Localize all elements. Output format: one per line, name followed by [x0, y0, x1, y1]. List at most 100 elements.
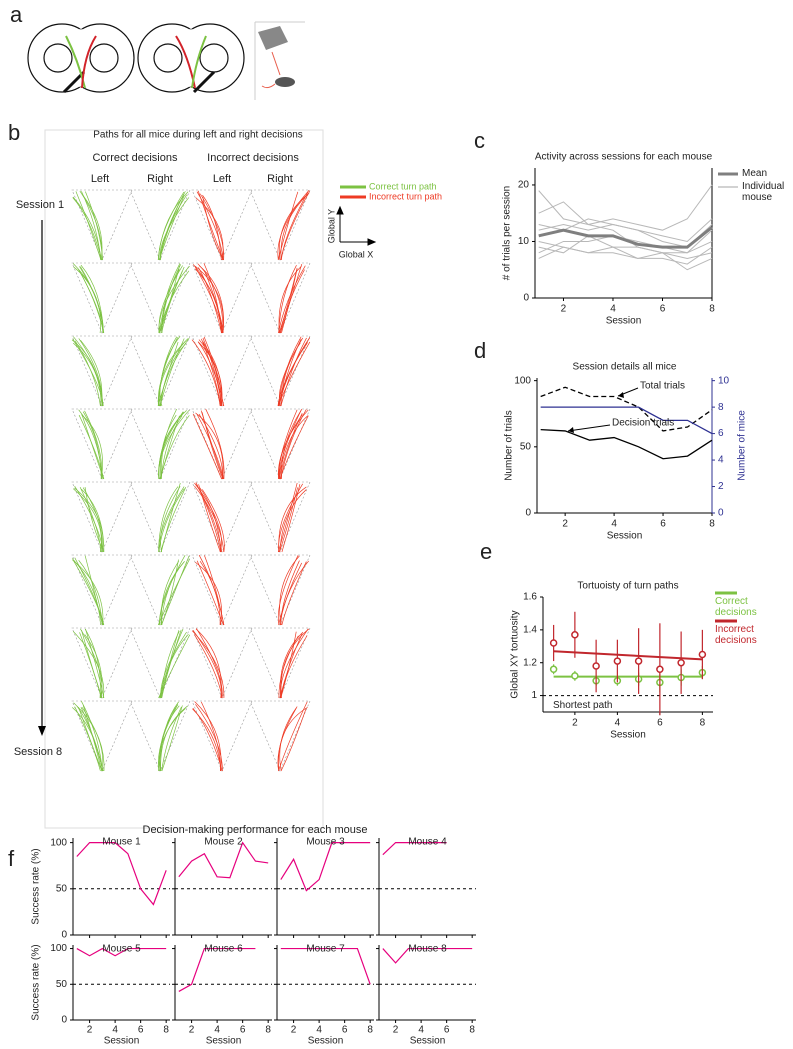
- arena-outline: [249, 262, 311, 334]
- y2-tick-label: 2: [718, 481, 724, 492]
- session-label: Session 1: [16, 199, 64, 211]
- arena-outline: [191, 627, 253, 699]
- y-axis-label: Number of trials: [504, 410, 515, 481]
- point: [549, 639, 558, 647]
- y2-axis-label: Number of mice: [737, 410, 748, 481]
- series-line: [382, 947, 473, 964]
- arena-outline: [191, 481, 253, 553]
- point: [613, 657, 622, 665]
- trajectory: [157, 558, 191, 626]
- y-tick-label: 100: [50, 837, 67, 848]
- annotation-arrow: [567, 424, 611, 432]
- trajectory: [278, 337, 310, 407]
- y-tick-label: 0: [61, 930, 67, 941]
- y-tick-label: 50: [56, 883, 68, 894]
- trajectory: [278, 560, 309, 626]
- x-axis-label: Session: [308, 1036, 344, 1047]
- panel-label: a: [10, 2, 23, 27]
- trajectory: [278, 706, 308, 772]
- side-label: Left: [213, 173, 231, 185]
- x-tick-label: 8: [163, 1025, 169, 1036]
- y-tick-label: 20: [518, 180, 530, 191]
- trajectory: [195, 704, 223, 772]
- arena-outline: [249, 481, 311, 553]
- reference-label: Shortest path: [553, 700, 612, 711]
- camera-mouse-icon: [254, 21, 305, 100]
- x-tick-label: 6: [660, 304, 666, 315]
- y2-tick-label: 4: [718, 455, 724, 466]
- trajectory: [278, 415, 309, 480]
- trajectory: [159, 415, 190, 480]
- trajectory: [277, 341, 311, 407]
- group-label: Incorrect decisions: [207, 152, 299, 164]
- x-tick-label: 6: [138, 1025, 144, 1036]
- global-axes: [336, 205, 377, 246]
- arena-outline: [129, 335, 191, 407]
- arena-outline: [191, 262, 253, 334]
- trajectory: [73, 702, 105, 772]
- arena-outline: [129, 554, 191, 626]
- trajectory: [158, 410, 190, 480]
- series-line: [178, 841, 269, 879]
- legend-label: Correct turn path: [369, 181, 437, 191]
- x-tick-label: 2: [562, 519, 568, 530]
- trajectory: [82, 195, 103, 261]
- trajectory: [278, 483, 304, 553]
- trajectory: [279, 633, 303, 699]
- point: [677, 658, 685, 667]
- arena-outline: [191, 554, 253, 626]
- x-axis-label: Session: [206, 1036, 242, 1047]
- arena-outline: [249, 408, 311, 480]
- arena-outline: [249, 627, 311, 699]
- x-tick-label: 2: [561, 304, 567, 315]
- panel-title: Mouse 3: [306, 837, 345, 848]
- trajectory: [199, 487, 222, 553]
- series-line: [538, 246, 713, 265]
- trajectory: [279, 562, 303, 626]
- trajectory: [280, 631, 304, 699]
- trajectory: [161, 559, 179, 626]
- y-tick-label: 100: [514, 375, 531, 386]
- y-tick-label: 0: [525, 508, 531, 519]
- x-tick-label: 4: [610, 304, 616, 315]
- trajectory: [74, 485, 104, 553]
- trajectory: [192, 707, 223, 772]
- x-axis-label: Session: [607, 531, 643, 542]
- series-line: [280, 842, 371, 892]
- panel-label: e: [480, 539, 492, 564]
- trajectory: [200, 701, 221, 772]
- panel-frame: [44, 129, 324, 829]
- trajectory: [84, 410, 103, 480]
- panel-label: c: [474, 128, 485, 153]
- session-arrow-head: [38, 726, 46, 736]
- series-line: [382, 842, 447, 856]
- annotation-arrow-head: [618, 392, 624, 398]
- panel-title: Mouse 4: [408, 837, 447, 848]
- legend-label: Individual mouse: [742, 181, 785, 203]
- trajectory: [81, 630, 103, 699]
- chart-title: Decision-making performance for each mou…: [143, 824, 368, 836]
- x-tick-label: 2: [393, 1025, 399, 1036]
- trajectory: [158, 486, 185, 553]
- trajectory: [81, 414, 104, 480]
- trajectory: [159, 338, 185, 407]
- trajectory: [158, 411, 184, 480]
- trajectory: [159, 628, 184, 699]
- trajectory: [201, 338, 222, 407]
- trajectory: [197, 190, 224, 261]
- chart-title: Tortuoisty of turn paths: [577, 581, 678, 592]
- series-line: [538, 184, 713, 231]
- legend-label: Correct decisions: [715, 596, 757, 618]
- trajectory: [194, 634, 223, 699]
- trajectory: [277, 191, 299, 261]
- panel-label: d: [474, 338, 486, 363]
- group-label: Correct decisions: [93, 152, 178, 164]
- x-axis-label: Session: [104, 1036, 140, 1047]
- trajectory: [160, 482, 181, 553]
- series-line: [76, 842, 167, 906]
- trajectory: [280, 560, 300, 626]
- x-axis-label: Session: [410, 1036, 446, 1047]
- series-line: [178, 947, 256, 992]
- y-tick-label: 50: [56, 979, 68, 990]
